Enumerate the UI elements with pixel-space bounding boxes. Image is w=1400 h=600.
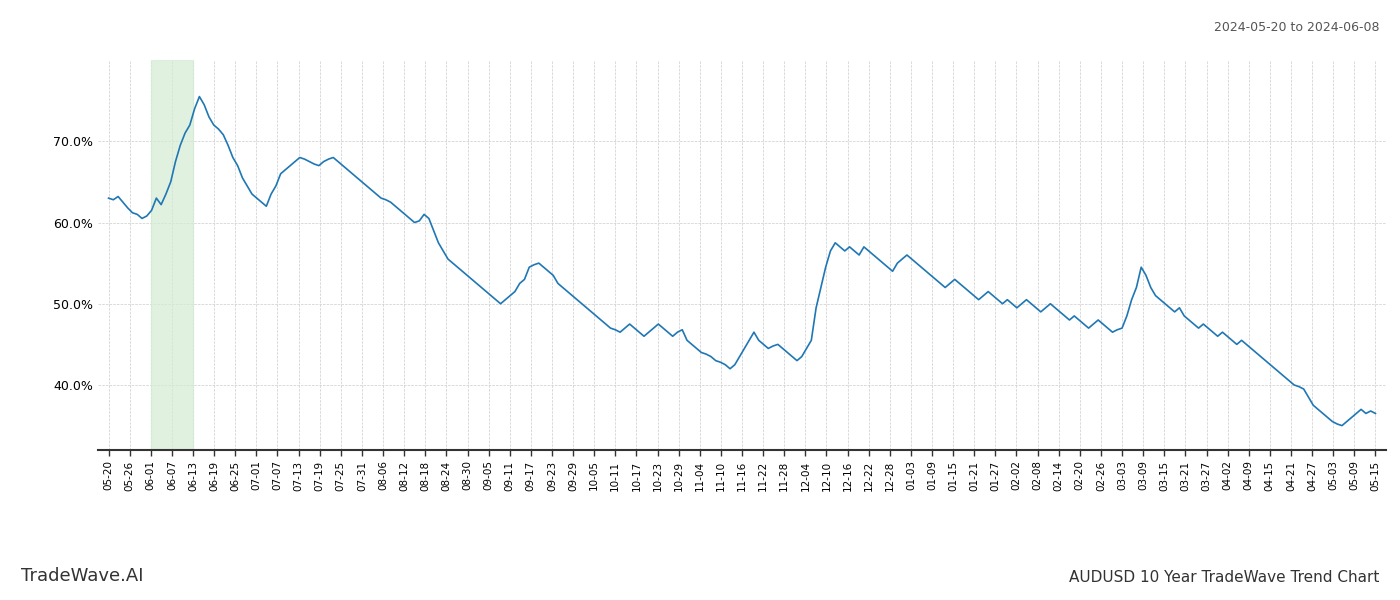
Text: AUDUSD 10 Year TradeWave Trend Chart: AUDUSD 10 Year TradeWave Trend Chart xyxy=(1068,570,1379,585)
Text: 2024-05-20 to 2024-06-08: 2024-05-20 to 2024-06-08 xyxy=(1214,21,1379,34)
Bar xyxy=(151,60,193,450)
Text: TradeWave.AI: TradeWave.AI xyxy=(21,567,143,585)
